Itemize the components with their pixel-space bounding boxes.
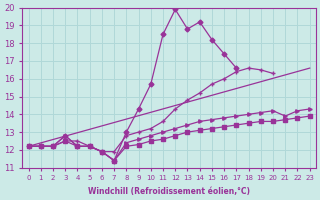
- X-axis label: Windchill (Refroidissement éolien,°C): Windchill (Refroidissement éolien,°C): [88, 187, 250, 196]
